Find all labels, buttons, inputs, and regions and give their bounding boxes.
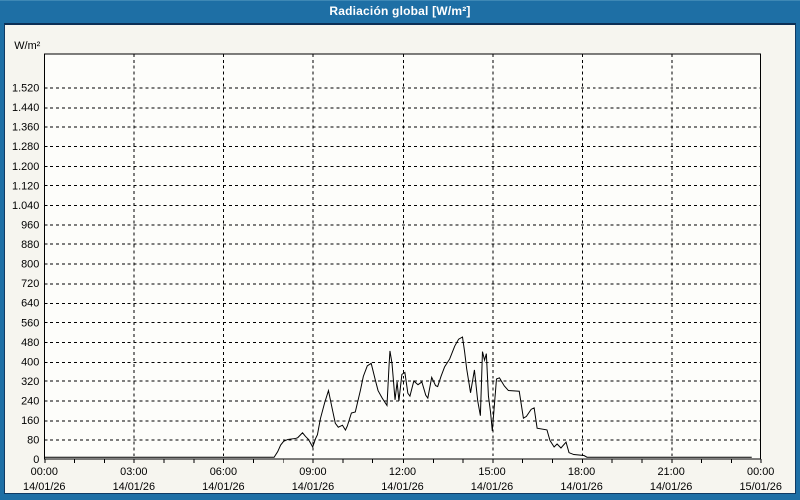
x-axis-time-label: 12:00 [389, 466, 416, 478]
x-axis-date-label: 14/01/26 [471, 481, 513, 493]
y-axis-tick-label: 960 [21, 219, 39, 231]
gridlines [44, 53, 761, 460]
x-axis-date-label: 14/01/26 [650, 481, 692, 493]
x-axis-time-label: 15:00 [478, 466, 505, 478]
radiation-line-chart: 1.520 1.440 1.360 1.280 1.200 1.120 1.040 960 88… [12, 40, 782, 493]
x-axis-time-label: 06:00 [210, 466, 237, 478]
y-axis-tick-label: 0 [33, 454, 39, 466]
y-axis-unit-label: W/m² [14, 40, 40, 52]
y-axis-tick-label: 560 [21, 317, 39, 329]
x-axis-date-label: 14/01/26 [202, 481, 244, 493]
chart-content-area: 1.520 1.440 1.360 1.280 1.200 1.120 1.040 960 88… [4, 23, 796, 494]
x-axis-time-label: 03:00 [120, 466, 147, 478]
y-axis-tick-label: 1.360 [12, 122, 39, 134]
x-axis-date-label: 14/01/26 [381, 481, 423, 493]
radiation-series-line [44, 336, 752, 458]
x-axis-date-label: 14/01/26 [113, 481, 155, 493]
y-axis-tick-label: 80 [27, 435, 39, 447]
y-axis-tick-label: 1.040 [12, 200, 39, 212]
y-axis-tick-label: 1.200 [12, 161, 39, 173]
x-axis-time-label: 21:00 [657, 466, 684, 478]
x-axis-minor-ticks [44, 459, 762, 464]
x-axis-time-label: 00:00 [747, 466, 774, 478]
y-axis-tick-label: 1.280 [12, 141, 39, 153]
y-axis-tick-label: 400 [21, 356, 39, 368]
x-axis-time-label: 00:00 [31, 466, 58, 478]
plot-area [43, 53, 762, 460]
chart-title-bar: Radiación global [W/m²] [0, 0, 800, 21]
x-axis-date-label: 14/01/26 [292, 481, 334, 493]
y-axis-tick-label: 1.520 [12, 83, 39, 95]
y-axis-tick-label: 1.440 [12, 102, 39, 114]
y-axis-tick-label: 480 [21, 337, 39, 349]
x-axis-date-label: 14/01/26 [560, 481, 602, 493]
y-axis-tick-label: 160 [21, 415, 39, 427]
x-axis-time-label: 18:00 [568, 466, 595, 478]
y-axis-tick-label: 320 [21, 376, 39, 388]
y-axis-tick-label: 240 [21, 396, 39, 408]
y-axis-tick-label: 720 [21, 278, 39, 290]
y-axis-tick-label: 880 [21, 239, 39, 251]
x-axis-date-label: 14/01/26 [23, 481, 65, 493]
y-axis-tick-label: 640 [21, 298, 39, 310]
x-axis-date-label: 15/01/26 [739, 481, 781, 493]
y-axis-tick-label: 800 [21, 259, 39, 271]
y-axis-tick-label: 1.120 [12, 180, 39, 192]
chart-title: Radiación global [W/m²] [329, 4, 471, 18]
x-axis-time-label: 09:00 [299, 466, 326, 478]
